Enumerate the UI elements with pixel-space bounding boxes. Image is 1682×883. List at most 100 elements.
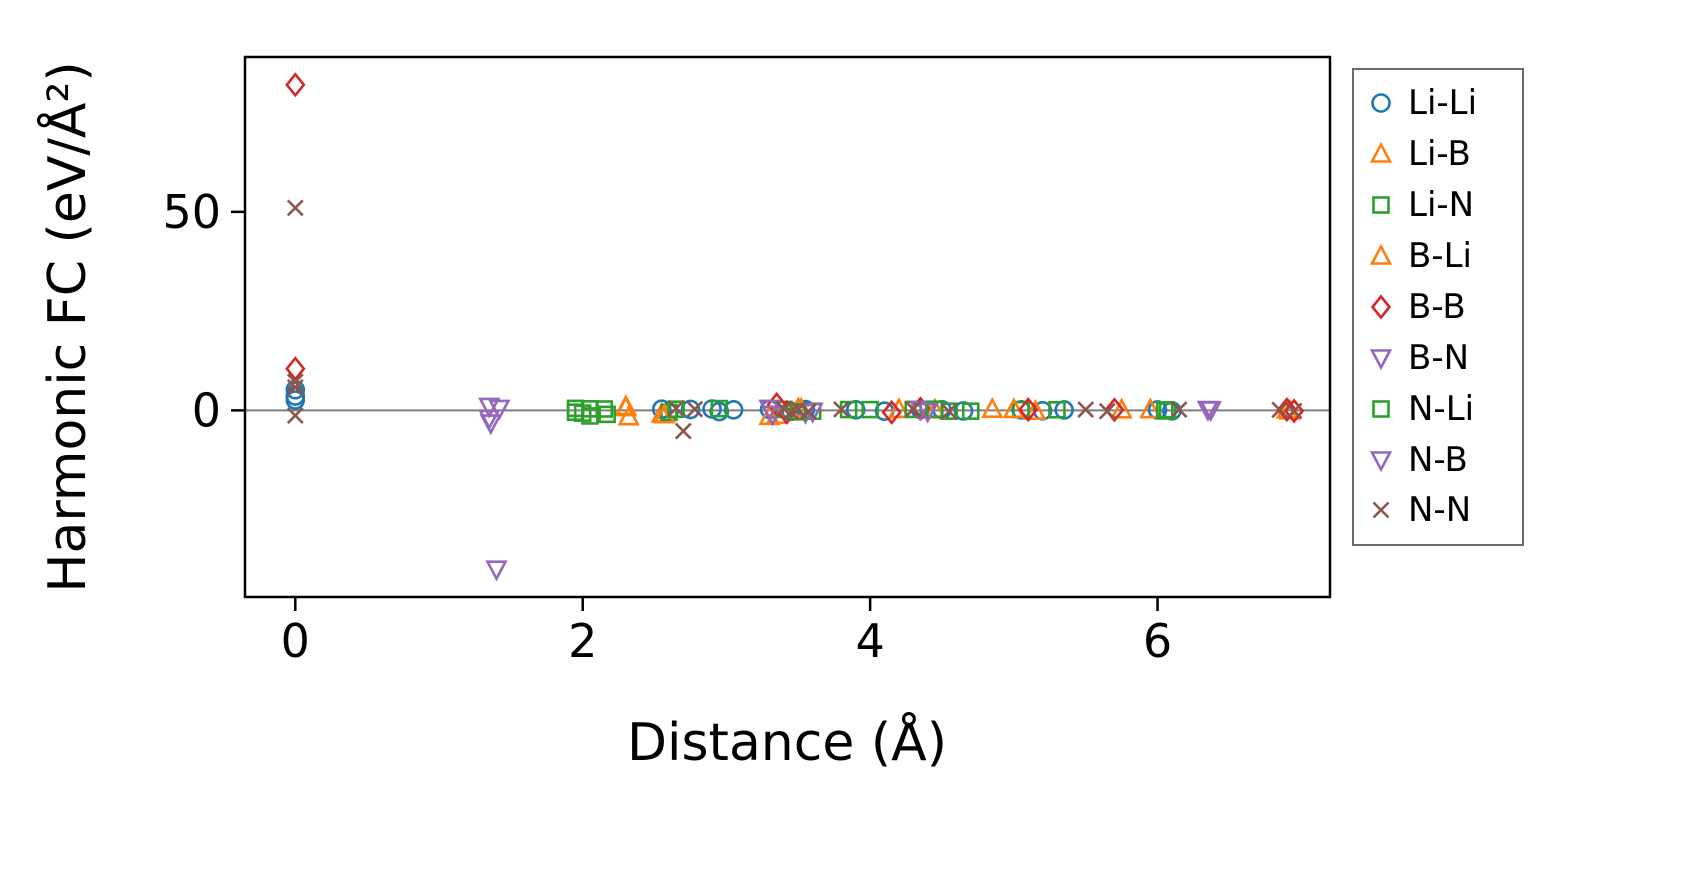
triangle-up-marker-icon	[1139, 397, 1162, 419]
triangle-up-marker-icon	[981, 396, 1004, 418]
triangle-up-marker-icon	[1110, 397, 1133, 419]
triangle-up-marker-icon	[887, 397, 911, 419]
triangle-up-marker-icon	[1369, 142, 1393, 164]
triangle-down-marker-icon	[1369, 450, 1393, 472]
legend-item-Li-N: Li-N	[1366, 180, 1518, 230]
circle-marker-icon	[1371, 93, 1391, 114]
x-tick-label: 0	[281, 614, 310, 668]
axes-layer: 0 2 4 6 0 50	[162, 55, 1332, 668]
legend-label: Li-B	[1408, 134, 1471, 175]
legend: Li-Li Li-B Li-N B-Li B-B B-N N-Li N-B N-N	[1352, 68, 1524, 546]
x-marker-icon	[286, 373, 304, 391]
diamond-marker-icon	[285, 356, 306, 382]
x-tick-label: 4	[855, 614, 884, 668]
legend-label: N-Li	[1408, 388, 1475, 429]
triangle-down-marker-icon	[485, 560, 508, 582]
triangle-down-marker-icon	[1369, 349, 1393, 371]
square-marker-icon	[926, 400, 944, 418]
triangle-down-marker-icon	[1369, 450, 1393, 472]
legend-label: B-N	[1408, 337, 1470, 378]
circle-marker-icon	[1371, 93, 1391, 114]
diamond-marker-icon	[881, 399, 902, 425]
legend-item-N-N: N-N	[1366, 485, 1518, 535]
x-marker-icon	[940, 402, 958, 420]
x-marker-icon	[686, 400, 704, 418]
series-layer	[285, 72, 1305, 582]
series-N-N	[286, 199, 1303, 440]
diamond-marker-icon	[1276, 397, 1298, 423]
triangle-down-marker-icon	[916, 402, 939, 424]
square-marker-icon	[1372, 399, 1390, 418]
x-tick-label: 6	[1143, 614, 1172, 668]
x-marker-icon	[286, 407, 304, 424]
x-marker-icon	[904, 400, 922, 418]
triangle-down-marker-icon	[1369, 349, 1393, 371]
square-marker-icon	[1372, 399, 1390, 418]
legend-item-N-Li: N-Li	[1366, 384, 1518, 434]
x-marker-icon	[286, 199, 304, 217]
triangle-up-marker-icon	[1369, 243, 1393, 265]
diamond-marker-icon	[1104, 397, 1125, 423]
diamond-marker-icon	[1018, 397, 1039, 423]
square-marker-icon	[598, 405, 616, 424]
square-marker-icon	[710, 399, 729, 418]
series-B-B	[285, 72, 1305, 425]
triangle-up-marker-icon	[1369, 142, 1393, 164]
y-tick-label: 0	[192, 383, 221, 437]
square-marker-icon	[581, 399, 599, 418]
x-marker-icon	[674, 422, 692, 440]
x-axis-label: Distance (Å)	[627, 711, 947, 773]
x-marker-icon	[1077, 401, 1095, 419]
circle-marker-icon	[285, 390, 306, 410]
x-marker-icon	[1372, 502, 1390, 519]
legend-label: B-B	[1408, 286, 1466, 327]
square-marker-icon	[1372, 196, 1390, 214]
legend-label: N-N	[1408, 490, 1472, 531]
circle-marker-icon	[680, 399, 701, 420]
legend-item-B-N: B-N	[1366, 333, 1518, 383]
x-marker-icon	[1372, 502, 1390, 519]
legend-item-Li-B: Li-B	[1366, 129, 1518, 179]
square-marker-icon	[961, 402, 980, 420]
x-marker-icon	[789, 400, 807, 418]
x-marker-icon	[1271, 401, 1289, 419]
plot-border	[243, 55, 1332, 599]
triangle-down-marker-icon	[1199, 401, 1222, 423]
legend-item-B-B: B-B	[1366, 282, 1518, 332]
y-tick-label: 50	[162, 185, 221, 239]
square-marker-icon	[667, 400, 685, 418]
diamond-marker-icon	[1370, 294, 1392, 320]
circle-marker-icon	[723, 399, 744, 420]
x-marker-icon	[1098, 402, 1116, 420]
triangle-up-marker-icon	[1024, 398, 1047, 420]
diamond-marker-icon	[1283, 398, 1305, 424]
series-Li-Li	[285, 379, 1182, 422]
legend-item-N-B: N-B	[1366, 435, 1518, 485]
square-marker-icon	[1048, 400, 1066, 419]
diamond-marker-icon	[285, 72, 306, 98]
square-marker-icon	[1372, 196, 1390, 214]
triangle-down-marker-icon	[479, 414, 502, 436]
diamond-marker-icon	[1370, 294, 1392, 320]
triangle-up-marker-icon	[1002, 397, 1025, 419]
x-marker-icon	[1170, 401, 1188, 419]
x-marker-icon	[1285, 402, 1303, 420]
x-marker-icon	[286, 378, 304, 396]
square-marker-icon	[1158, 402, 1177, 420]
legend-label: B-Li	[1408, 236, 1472, 277]
x-marker-icon	[799, 403, 817, 420]
legend-label: Li-Li	[1408, 83, 1478, 124]
triangle-down-marker-icon	[488, 399, 511, 421]
x-tick-label: 2	[568, 614, 597, 668]
legend-item-Li-Li: Li-Li	[1366, 78, 1518, 128]
legend-item-B-Li: B-Li	[1366, 231, 1518, 281]
y-axis-label: Harmonic FC (eV/Å²)	[36, 61, 98, 592]
legend-label: N-B	[1408, 439, 1468, 480]
x-marker-icon	[667, 399, 685, 417]
square-marker-icon	[861, 400, 879, 419]
series-B-N	[478, 397, 1220, 582]
triangle-up-marker-icon	[1369, 243, 1393, 265]
legend-label: Li-N	[1408, 185, 1475, 226]
